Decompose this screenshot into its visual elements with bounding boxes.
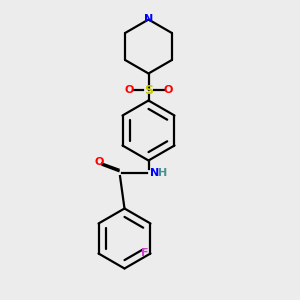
Text: O: O <box>94 157 104 167</box>
Text: O: O <box>163 85 173 95</box>
Text: O: O <box>124 85 134 95</box>
Text: N: N <box>144 14 153 25</box>
Text: N: N <box>150 167 159 178</box>
Text: H: H <box>158 167 168 178</box>
Text: S: S <box>144 83 153 97</box>
Text: F: F <box>142 248 149 259</box>
